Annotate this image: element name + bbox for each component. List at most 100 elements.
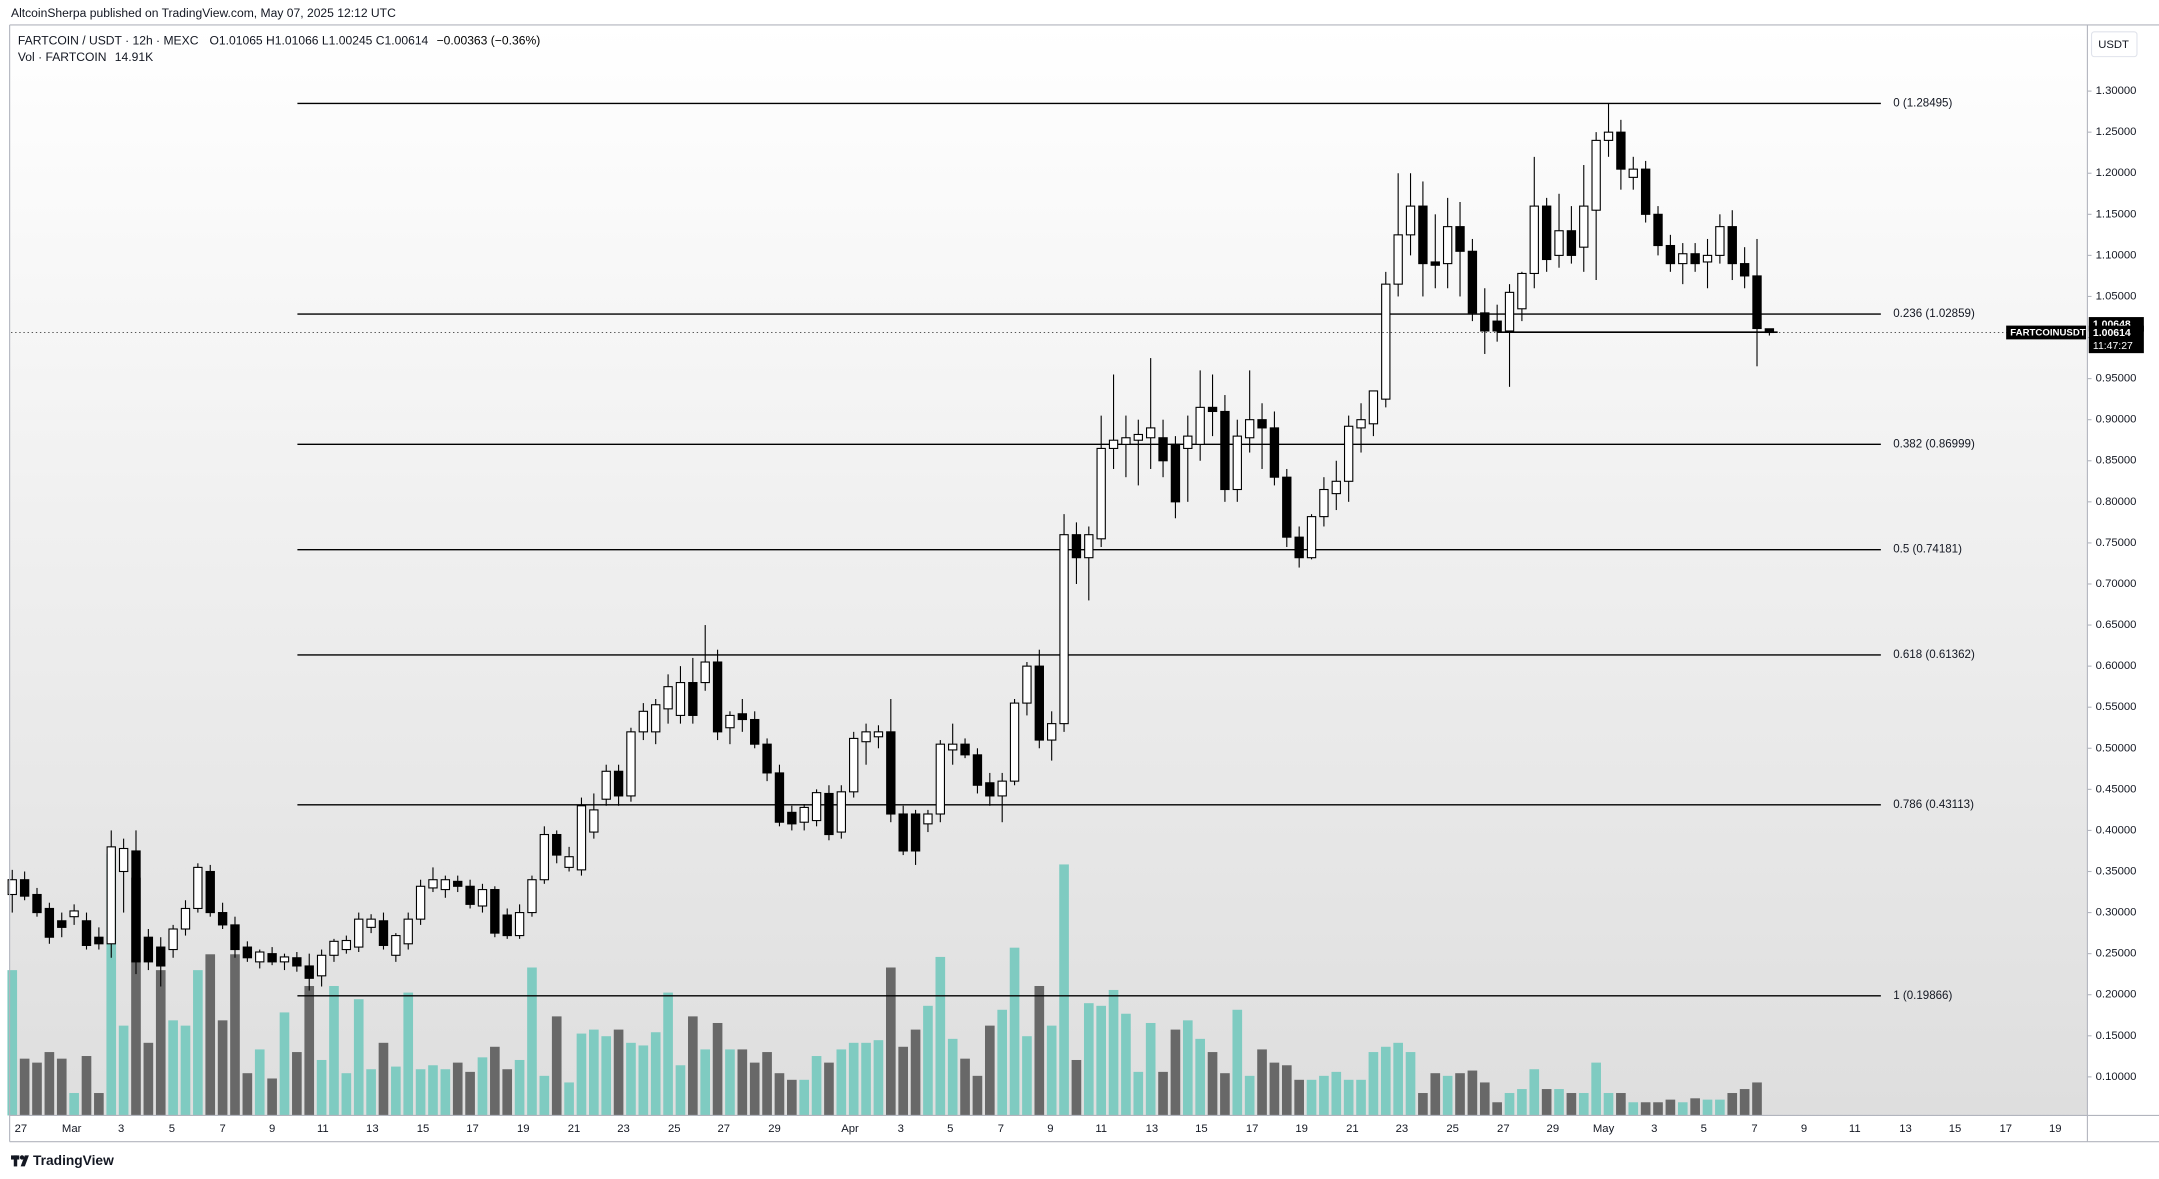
volume-bar [1727, 1093, 1738, 1116]
x-tick-label: 3 [1651, 1123, 1657, 1135]
volume-bar [1554, 1089, 1564, 1116]
candle-body [725, 714, 735, 729]
volume-bar [94, 1093, 104, 1116]
candle-body [1739, 263, 1750, 277]
volume-bar [1492, 1102, 1502, 1116]
volume-bar [675, 1065, 686, 1116]
fib-label: 0.618 (0.61362) [1893, 649, 1975, 661]
x-tick-label: 15 [1949, 1123, 1962, 1135]
candle-body [1368, 390, 1379, 425]
candle-body [601, 770, 611, 800]
candle-body [1690, 253, 1700, 265]
fib-retracement: 0 (1.28495) 0.236 (1.02859) 0.382 (0.86999… [297, 98, 1975, 1002]
volume-bar [811, 1056, 822, 1116]
volume-bar [799, 1079, 810, 1116]
volume-bar [1739, 1089, 1750, 1116]
currency-label[interactable]: USDT [2098, 39, 2129, 51]
price-axis-background [2087, 24, 2159, 1142]
candle-body [700, 661, 710, 684]
volume-bar [180, 1025, 191, 1116]
candle-body [1207, 406, 1218, 413]
volume-bar [1232, 1009, 1243, 1116]
volume-bar [1257, 1049, 1267, 1116]
volume-bar [391, 1066, 401, 1116]
candle-body [1455, 226, 1465, 252]
volume-bar [848, 1042, 859, 1116]
y-tick-label: 0.75000 [2096, 537, 2137, 549]
volume-bar [1294, 1079, 1304, 1116]
candle-body [230, 924, 240, 951]
symbol-tag [2006, 325, 2087, 340]
candle-body [329, 940, 339, 956]
volume-bar [861, 1042, 871, 1116]
y-tick-label: 1.30000 [2096, 85, 2137, 97]
x-tick-label: 3 [898, 1123, 904, 1135]
candle-body [1145, 427, 1156, 439]
volume-bar [1096, 1005, 1106, 1116]
y-tick-label: 0.65000 [2096, 619, 2137, 631]
volume-bar [663, 992, 673, 1116]
volume-bar [205, 954, 216, 1116]
candle-body [688, 682, 698, 716]
candle-body [403, 918, 413, 945]
candle-body [255, 951, 265, 963]
candle-body [1752, 275, 1762, 330]
y-tick-label: 1.10000 [2096, 249, 2137, 261]
y-tick-label: 0.35000 [2096, 865, 2137, 877]
y-tick-label: 0.60000 [2096, 660, 2137, 672]
volume-bar [1356, 1079, 1366, 1116]
candle-body [1653, 213, 1663, 247]
volume-bar [539, 1075, 550, 1116]
candle-body [849, 737, 859, 793]
candle-body [1009, 702, 1020, 782]
volume-bar [787, 1079, 797, 1116]
candle-body [354, 918, 364, 948]
volume-bar [1380, 1046, 1391, 1116]
symbol-legend: FARTCOIN / USDT · 12h · MEXC O1.01065 H1.… [18, 34, 540, 48]
volume-bar [1022, 1036, 1032, 1116]
volume-bar [428, 1065, 438, 1116]
candle-body [1282, 476, 1292, 538]
volume-bar [1158, 1071, 1168, 1116]
candle-body [651, 704, 661, 733]
candle-body [69, 910, 79, 918]
candle-body [279, 956, 290, 963]
candle-body [490, 889, 500, 934]
candle-body [1269, 427, 1280, 478]
volume-bar [1479, 1082, 1490, 1116]
volume-bar [947, 1038, 958, 1116]
x-tick-label: 29 [768, 1123, 781, 1135]
volume-bar [1009, 947, 1020, 1116]
volume-bar [613, 1029, 624, 1116]
volume-bar [341, 1073, 352, 1116]
fib-label: 1 (0.19866) [1893, 990, 1952, 1002]
volume-bar [650, 1032, 661, 1116]
candle-body [193, 866, 203, 910]
candle-body [552, 833, 562, 856]
candle-body [44, 907, 55, 938]
x-tick-label: 23 [617, 1123, 630, 1135]
candle-body [910, 813, 921, 852]
candle-body [948, 743, 958, 751]
candle-body [131, 850, 141, 963]
candle-body [774, 772, 785, 823]
volume-bar [279, 1012, 290, 1116]
y-tick-label: 0.40000 [2096, 824, 2137, 836]
candle-body [304, 965, 314, 979]
candle-body [168, 928, 178, 951]
volume-bar [1269, 1062, 1280, 1116]
volume-bar [1616, 1093, 1626, 1116]
volume-bar [1207, 1052, 1218, 1116]
volume-bar [168, 1020, 178, 1116]
volume-bar [1715, 1099, 1725, 1116]
volume-bar [502, 1069, 513, 1116]
candle-body [1319, 488, 1329, 518]
candle-body [1343, 425, 1354, 482]
currency-button[interactable] [2090, 31, 2138, 58]
y-tick-label: 1.25000 [2096, 126, 2137, 138]
candle-body [465, 885, 475, 905]
volume-bar [774, 1073, 785, 1116]
candle-body [453, 880, 463, 887]
volume-bar [910, 1029, 921, 1116]
candle-body [1108, 439, 1119, 449]
